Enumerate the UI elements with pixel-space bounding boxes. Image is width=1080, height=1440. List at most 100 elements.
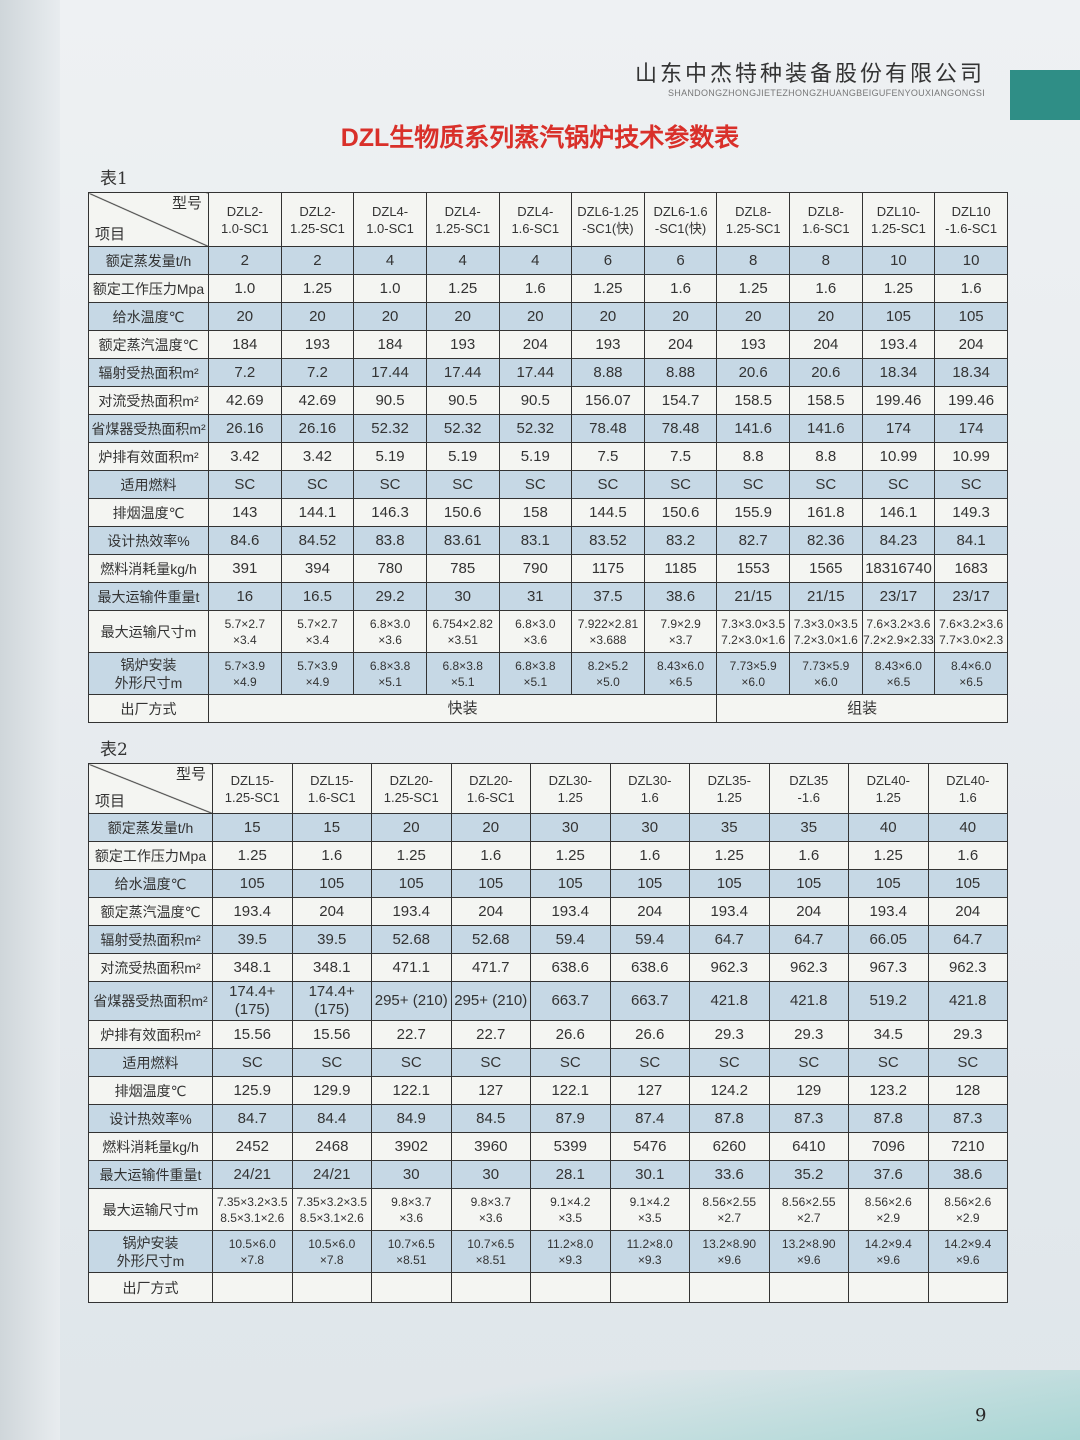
table-cell: 16 [208,582,282,611]
table-cell: 105 [530,869,611,898]
table-cell: 7.73×5.9 ×6.0 [789,652,863,695]
binding-spine [0,0,60,1440]
table-cell: 1.25 [371,841,452,870]
table-cell: 90.5 [498,386,573,415]
table-cell: 37.5 [571,582,645,611]
column-header: DZL15- 1.6-SC1 [291,763,372,814]
table-cell: 143 [208,498,282,527]
company-name: 山东中杰特种装备股份有限公司 [634,61,985,86]
table-cell: 87.8 [689,1104,770,1133]
table-cell: 30 [609,813,690,842]
table-cell: 144.1 [280,498,355,527]
table2-label: 表2 [100,740,128,760]
table-cell: 20 [208,302,282,331]
table-cell: 20.6 [789,358,863,387]
table-row: 设计热效率% 84.7 84.4 84.9 84.5 87.9 87.4 87.8 87.3 87… [88,1104,1008,1133]
table-cell: 105 [689,869,770,898]
table-cell: 295+ (210) [450,981,531,1021]
table-cell: 146.1 [861,498,936,527]
column-header: DZL2- 1.0-SC1 [208,192,282,247]
row-label: 额定蒸发量t/h [88,246,209,275]
table-cell: 59.4 [609,925,690,954]
row-label: 适用燃料 [88,470,209,499]
table-cell: 141.6 [716,414,790,443]
table-row: 最大运输件重量t 16 16.5 29.2 30 31 37.5 38.6 21/15 21/15… [88,582,1008,611]
table-cell: 146.3 [353,498,427,527]
table-cell: 193 [571,330,645,359]
table-cell: 105 [934,302,1008,331]
column-header: DZL10 -1.6-SC1 [934,192,1008,247]
table-cell: 150.6 [643,498,718,527]
accent-stripe [1010,70,1080,120]
table-cell: 2452 [212,1132,293,1161]
table-cell: 42.69 [208,386,282,415]
table-cell: 42.69 [280,386,355,415]
table-cell: 35.2 [768,1160,849,1189]
table-cell: 4 [498,246,573,275]
table-cell: 8.88 [643,358,718,387]
table-cell: 105 [848,869,929,898]
table-cell: 1.6 [609,841,690,870]
column-header: DZL40- 1.25 [848,763,929,814]
row-label: 最大运输尺寸m [88,1188,213,1231]
table-cell: 8.8 [716,442,790,471]
tables-area: 表1 型号 项目 DZL2- 1.0-SC1 DZL2- 1.25-SC1 DZL4- … [88,166,1008,1303]
delivery-row: 出厂方式 [88,1272,1008,1303]
table-cell: 962.3 [689,953,770,982]
table-cell: 52.32 [425,414,500,443]
table-cell: 22.7 [450,1020,531,1049]
table-cell: 7.9×2.9 ×3.7 [643,610,718,653]
table-cell [689,1272,770,1303]
row-label: 辐射受热面积m² [88,358,209,387]
table-cell: 84.9 [371,1104,452,1133]
table-cell: 64.7 [768,925,849,954]
table-cell: 471.1 [371,953,452,982]
row-label: 锅炉安装 外形尺寸m [88,652,209,695]
table-cell: 144.5 [571,498,645,527]
column-header: DZL4- 1.25-SC1 [425,192,500,247]
table-cell: 5.19 [498,442,573,471]
table-cell: 1.6 [768,841,849,870]
model-header-label: 型号 [175,766,206,783]
table-cell: 87.4 [609,1104,690,1133]
column-header: DZL35 -1.6 [768,763,849,814]
table-cell: 1.25 [861,274,936,303]
table-cell [927,1272,1008,1303]
table-cell: 30 [371,1160,452,1189]
table-cell: 83.52 [571,526,645,555]
table-cell: 962.3 [927,953,1008,982]
table-cell: 7210 [927,1132,1008,1161]
table-cell: 9.1×4.2 ×3.5 [530,1188,611,1231]
table-cell: 10.7×6.5 ×8.51 [450,1230,531,1273]
row-label: 适用燃料 [88,1048,213,1077]
table-cell: 83.2 [643,526,718,555]
table-cell: 15.56 [212,1020,293,1049]
table-cell: 20 [571,302,645,331]
table-cell: 20 [371,813,452,842]
table-row: 额定蒸汽温度℃ 193.4 204 193.4 204 193.4 204 193.4 204 1… [88,897,1008,926]
table-cell: 8.2×5.2 ×5.0 [571,652,645,695]
table-cell: 174.4+ (175) [212,981,293,1021]
table-cell: 105 [291,869,372,898]
table-cell: 7.6×3.2×3.6 7.2×2.9×2.33 [861,610,936,653]
table-cell: 204 [498,330,573,359]
table-cell: 33.6 [689,1160,770,1189]
table-cell [371,1272,452,1303]
table-cell: 421.8 [927,981,1008,1021]
table-cell: 6.8×3.0 ×3.6 [353,610,427,653]
row-label: 炉排有效面积m² [88,1020,213,1049]
row-label: 最大运输件重量t [88,582,209,611]
table-cell: 785 [425,554,500,583]
table-cell: 83.8 [353,526,427,555]
table-cell: 158 [498,498,573,527]
table-cell: 39.5 [212,925,293,954]
table-cell: 184 [208,330,282,359]
table-cell: 64.7 [927,925,1008,954]
row-label: 额定工作压力Mpa [88,841,213,870]
column-header: DZL35- 1.25 [689,763,770,814]
table-cell: 26.16 [280,414,355,443]
table-cell: 8.8 [789,442,863,471]
column-header: DZL2- 1.25-SC1 [280,192,355,247]
table-cell: 1683 [934,554,1008,583]
table-cell: 10.7×6.5 ×8.51 [371,1230,452,1273]
